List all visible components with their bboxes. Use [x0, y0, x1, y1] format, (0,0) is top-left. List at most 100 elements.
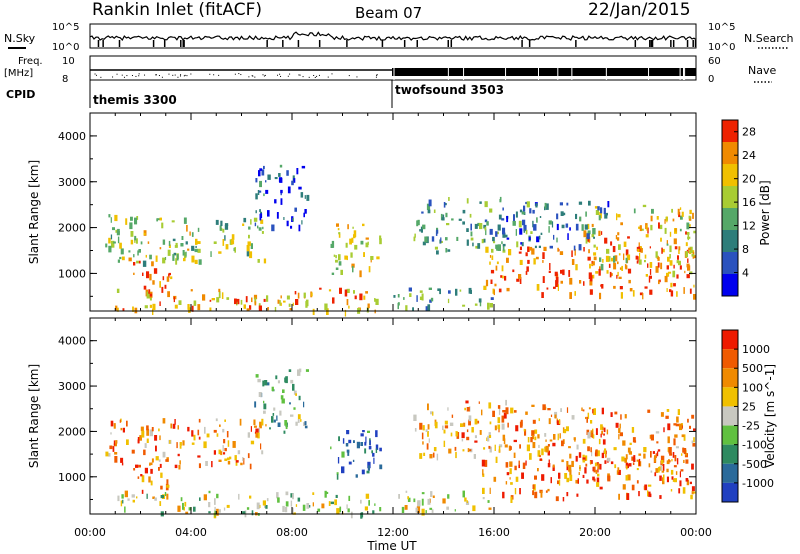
echo-cell	[642, 204, 647, 208]
nave-dot	[298, 74, 300, 76]
echo-cell	[470, 223, 472, 231]
echo-cell	[569, 469, 572, 476]
echo-cell	[443, 202, 446, 208]
echo-cell	[290, 500, 293, 507]
echo-cell	[183, 258, 186, 262]
echo-cell	[346, 288, 350, 293]
echo-cell	[592, 261, 595, 266]
echo-cell	[556, 420, 561, 425]
echo-cell	[427, 209, 431, 214]
echo-cell	[575, 479, 579, 484]
velocity-x-ticks	[89, 318, 697, 514]
echo-cell	[191, 232, 194, 237]
echo-cell	[290, 379, 294, 384]
echo-cell	[421, 498, 424, 506]
echo-cell	[601, 407, 604, 415]
echo-cell	[575, 213, 578, 220]
echo-cell	[595, 271, 599, 274]
echo-cell	[513, 452, 516, 458]
echo-cell	[566, 407, 569, 413]
nave-dot	[308, 76, 310, 78]
nave-dot	[263, 75, 265, 77]
echo-cell	[195, 245, 197, 248]
echo-cell	[497, 405, 501, 409]
echo-cell	[149, 462, 153, 466]
echo-cell	[455, 451, 457, 459]
echo-cell	[582, 459, 586, 463]
echo-cell	[134, 238, 136, 243]
echo-cell	[489, 487, 491, 494]
echo-cell	[644, 484, 648, 491]
echo-cell	[154, 435, 158, 441]
echo-cell	[294, 291, 297, 295]
echo-cell	[176, 254, 179, 261]
echo-cell	[117, 495, 120, 502]
echo-cell	[122, 308, 125, 311]
echo-cell	[236, 298, 240, 305]
echo-cell	[364, 441, 367, 446]
echo-cell	[639, 292, 643, 296]
echo-cell	[224, 223, 229, 226]
echo-cell	[312, 492, 315, 495]
echo-cell	[492, 410, 495, 417]
echo-cell	[220, 451, 223, 456]
echo-cell	[569, 277, 573, 285]
nave-dot	[314, 76, 316, 78]
y-tick-label: 3000	[58, 380, 86, 393]
echo-cell	[495, 265, 498, 271]
echo-cell	[421, 293, 424, 301]
echo-cell	[506, 237, 510, 240]
echo-cell	[239, 418, 242, 426]
echo-cell	[187, 304, 190, 310]
echo-cell	[680, 215, 683, 220]
echo-cell	[481, 409, 483, 416]
echo-cell	[514, 488, 517, 495]
echo-cell	[482, 497, 485, 500]
echo-cell	[487, 435, 490, 442]
echo-cell	[193, 300, 197, 306]
echo-cell	[468, 287, 472, 294]
echo-cell	[280, 302, 282, 306]
echo-cell	[548, 220, 552, 225]
echo-cell	[574, 439, 576, 442]
echo-cell	[414, 428, 417, 432]
echo-cell	[600, 207, 603, 214]
time-tick-label: 12:00	[377, 526, 409, 539]
echo-cell	[548, 459, 550, 466]
echo-cell	[279, 164, 283, 168]
power-x-ticks	[89, 113, 697, 311]
echo-cell	[133, 254, 135, 258]
echo-cell	[613, 262, 617, 270]
echo-cell	[222, 445, 224, 452]
echo-cell	[122, 499, 124, 504]
echo-cell	[265, 189, 269, 194]
echo-cell	[679, 228, 682, 232]
echo-cell	[421, 432, 424, 440]
nave-dot	[177, 76, 179, 78]
echo-cell	[243, 458, 245, 465]
echo-cell	[263, 193, 265, 197]
nave-dot	[100, 76, 102, 78]
echo-cell	[686, 263, 690, 268]
echo-cell	[137, 439, 140, 444]
cpid-mode-twofsound: twofsound 3503	[395, 83, 504, 97]
echo-cell	[598, 438, 601, 445]
echo-cell	[466, 239, 469, 246]
nsearch-tick-bottom: 10^0	[708, 42, 735, 53]
echo-cell	[297, 497, 301, 502]
echo-cell	[548, 418, 551, 425]
echo-cell	[265, 505, 268, 509]
echo-cell	[537, 434, 540, 439]
y-tick-label: 2000	[58, 222, 86, 235]
echo-cell	[658, 466, 663, 471]
echo-cell	[501, 241, 503, 245]
echo-cell	[263, 298, 266, 302]
echo-cell	[594, 206, 598, 209]
echo-cell	[557, 433, 559, 441]
echo-cell	[618, 276, 622, 279]
echo-cell	[110, 234, 113, 240]
echo-cell	[445, 212, 448, 218]
echo-cell	[176, 442, 178, 449]
echo-cell	[681, 211, 684, 217]
echo-cell	[113, 241, 116, 244]
